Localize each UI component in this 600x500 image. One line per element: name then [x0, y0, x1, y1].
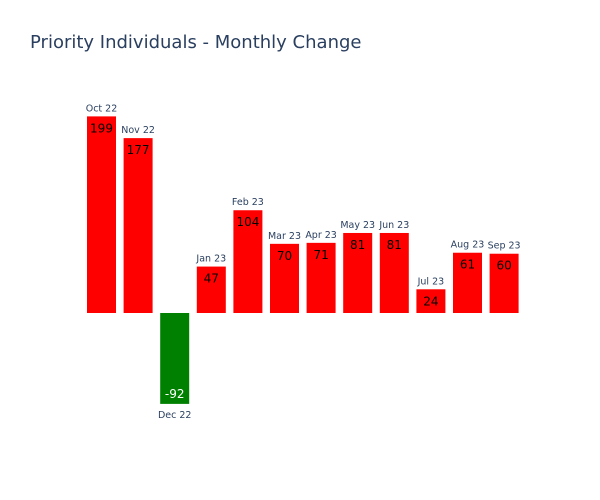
value-label: 61: [460, 258, 475, 272]
category-label: Sep 23: [488, 241, 521, 252]
bar-feb-23: [233, 210, 263, 313]
category-label: Mar 23: [268, 231, 301, 242]
value-label: 104: [236, 215, 259, 229]
category-label: Jun 23: [378, 220, 409, 231]
category-label: Jan 23: [195, 254, 226, 265]
category-label: Dec 22: [158, 410, 192, 421]
bar-jan-23: [196, 266, 226, 313]
value-label: -92: [165, 387, 185, 401]
value-label: 81: [387, 238, 402, 252]
value-label: 81: [350, 238, 365, 252]
value-label: 70: [277, 249, 292, 263]
category-label: Apr 23: [305, 230, 337, 241]
value-label: 71: [313, 248, 328, 262]
category-label: Oct 22: [86, 103, 118, 114]
bar-jun-23: [379, 232, 409, 313]
value-label: 47: [204, 272, 219, 286]
bar-sep-23: [489, 253, 519, 313]
bar-aug-23: [453, 252, 482, 313]
bar-may-23: [343, 232, 373, 313]
category-label: Nov 22: [121, 125, 155, 136]
bar-jul-23: [416, 289, 446, 313]
category-label: May 23: [340, 220, 375, 231]
value-label: 60: [496, 259, 511, 273]
value-label: 177: [127, 143, 150, 157]
chart-title: Priority Individuals - Monthly Change: [30, 32, 362, 53]
category-label: Jul 23: [417, 276, 445, 287]
bar-mar-23: [270, 243, 299, 313]
bar-apr-23: [306, 242, 336, 313]
bar-dec-22: [160, 313, 190, 404]
value-label: 199: [90, 121, 113, 135]
bar-oct-22: [87, 116, 116, 313]
bar-nov-22: [123, 138, 153, 313]
value-label: 24: [423, 294, 438, 308]
category-label: Feb 23: [232, 197, 264, 208]
category-label: Aug 23: [451, 240, 485, 251]
